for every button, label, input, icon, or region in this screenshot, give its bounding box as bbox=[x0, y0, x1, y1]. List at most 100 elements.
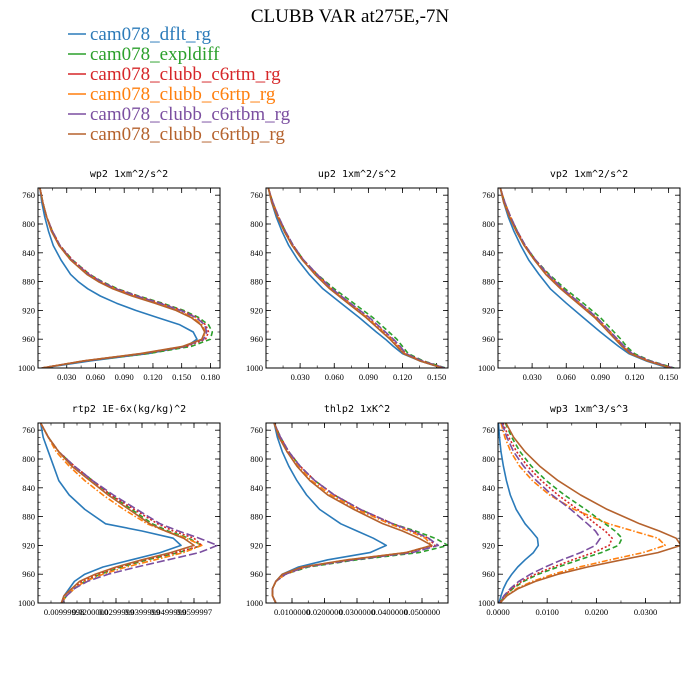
series-line-cam078_dflt_rg bbox=[39, 188, 198, 368]
y-tick-label: 760 bbox=[482, 190, 495, 200]
x-tick-label: 0.0000 bbox=[486, 607, 509, 617]
y-tick-label: 880 bbox=[250, 512, 263, 522]
x-tick-label: 0.150 bbox=[172, 372, 191, 382]
x-tick-label: 0.090 bbox=[359, 372, 378, 382]
y-tick-label: 760 bbox=[22, 190, 35, 200]
legend-label: cam078_expldiff bbox=[90, 44, 220, 65]
panel-title: wp2 1xm^2/s^2 bbox=[90, 169, 168, 180]
x-tick-label: 0.0299999 bbox=[98, 607, 134, 617]
x-tick-label: 0.120 bbox=[625, 372, 644, 382]
series-line-cam078_expldiff bbox=[39, 423, 203, 603]
series-line-cam078_dflt_rg bbox=[39, 423, 182, 603]
series-line-cam078_clubb_c6rtbm_rg bbox=[39, 188, 208, 368]
panel-grid: wp2 1xm^2/s^2 760 800 840 880 920 960 1000 0.030… bbox=[18, 169, 681, 617]
series-line-cam078_clubb_c6rtm_rg bbox=[499, 188, 674, 368]
series-line-cam078_expldiff bbox=[498, 423, 623, 603]
y-tick-label: 1000 bbox=[246, 598, 263, 608]
y-tick-label: 840 bbox=[22, 483, 35, 493]
panel-title: up2 1xm^2/s^2 bbox=[318, 169, 396, 180]
y-tick-label: 1000 bbox=[478, 598, 495, 608]
panel-title: thlp2 1xK^2 bbox=[324, 404, 390, 415]
x-tick-label: 0.0399999 bbox=[124, 607, 160, 617]
y-tick-label: 840 bbox=[22, 248, 35, 258]
x-tick-label: 0.0599997 bbox=[176, 607, 212, 617]
x-tick-label: 0.090 bbox=[591, 372, 610, 382]
x-tick-label: 0.150 bbox=[427, 372, 446, 382]
series-line-cam078_clubb_c6rtbm_rg bbox=[271, 423, 440, 603]
series-line-cam078_dflt_rg bbox=[267, 188, 443, 368]
series-line-cam078_expldiff bbox=[499, 188, 675, 368]
legend: cam078_dflt_rgcam078_expldiffcam078_club… bbox=[68, 24, 291, 145]
series-line-cam078_expldiff bbox=[267, 188, 446, 368]
y-tick-label: 1000 bbox=[246, 363, 263, 373]
y-tick-label: 760 bbox=[482, 425, 495, 435]
series-line-cam078_clubb_c6rtm_rg bbox=[271, 423, 436, 603]
x-tick-label: 0.00999998 bbox=[44, 607, 84, 617]
x-tick-label: 0.0200000 bbox=[72, 607, 108, 617]
y-tick-label: 920 bbox=[482, 540, 495, 550]
y-tick-label: 880 bbox=[22, 277, 35, 287]
panel-title: vp2 1xm^2/s^2 bbox=[550, 169, 628, 180]
y-tick-label: 760 bbox=[250, 425, 263, 435]
y-tick-label: 800 bbox=[22, 219, 35, 229]
panel-frame bbox=[497, 422, 681, 604]
series-line-cam078_clubb_c6rtp_rg bbox=[39, 188, 207, 368]
y-tick-label: 920 bbox=[482, 305, 495, 315]
panel-frame bbox=[37, 422, 221, 604]
y-tick-label: 880 bbox=[250, 277, 263, 287]
series-line-cam078_clubb_c6rtp_rg bbox=[499, 188, 673, 368]
y-tick-label: 840 bbox=[250, 483, 263, 493]
x-tick-label: 0.0200000 bbox=[306, 607, 342, 617]
x-tick-label: 0.0500000 bbox=[404, 607, 440, 617]
y-tick-label: 840 bbox=[482, 248, 495, 258]
y-tick-label: 800 bbox=[482, 219, 495, 229]
x-tick-label: 0.030 bbox=[57, 372, 76, 382]
y-tick-label: 800 bbox=[482, 454, 495, 464]
x-tick-label: 0.0100000 bbox=[274, 607, 310, 617]
legend-label: cam078_clubb_c6rtm_rg bbox=[90, 64, 281, 85]
x-tick-label: 0.030 bbox=[523, 372, 542, 382]
panel: wp3 1xm^3/s^3 760 800 840 880 920 960 10000.000… bbox=[478, 404, 681, 617]
panel-frame bbox=[37, 187, 221, 369]
panel: up2 1xm^2/s^2 760 800 840 880 920 960 1000 0.030… bbox=[246, 169, 449, 382]
x-tick-label: 0.0499999 bbox=[150, 607, 186, 617]
y-tick-label: 760 bbox=[22, 425, 35, 435]
series-line-cam078_clubb_c6rtbp_rg bbox=[39, 423, 195, 603]
series-line-cam078_expldiff bbox=[39, 188, 214, 368]
x-tick-label: 0.060 bbox=[325, 372, 344, 382]
y-tick-label: 760 bbox=[250, 190, 263, 200]
y-tick-label: 920 bbox=[250, 305, 263, 315]
series-line-cam078_clubb_c6rtp_rg bbox=[271, 423, 433, 603]
series-line-cam078_clubb_c6rtm_rg bbox=[39, 188, 210, 368]
y-tick-label: 960 bbox=[250, 569, 263, 579]
y-tick-label: 880 bbox=[482, 277, 495, 287]
y-tick-label: 920 bbox=[22, 305, 35, 315]
y-tick-label: 920 bbox=[250, 540, 263, 550]
series-line-cam078_clubb_c6rtbp_rg bbox=[267, 188, 443, 368]
y-tick-label: 840 bbox=[250, 248, 263, 258]
series-line-cam078_dflt_rg bbox=[499, 188, 669, 368]
panel: thlp2 1xK^2 760 800 840 880 920 960 1000 0.01000… bbox=[246, 404, 449, 617]
series-line-cam078_clubb_c6rtbm_rg bbox=[39, 423, 219, 603]
panel: rtp2 1E-6x(kg/kg)^2 760 800 840 880 920 960 100… bbox=[18, 404, 221, 617]
y-tick-label: 880 bbox=[22, 512, 35, 522]
x-tick-label: 0.0200 bbox=[585, 607, 608, 617]
x-tick-label: 0.120 bbox=[393, 372, 412, 382]
x-tick-label: 0.0400000 bbox=[371, 607, 407, 617]
x-tick-label: 0.090 bbox=[115, 372, 134, 382]
legend-label: cam078_clubb_c6rtbm_rg bbox=[90, 104, 291, 125]
panel-frame bbox=[265, 422, 449, 604]
y-tick-label: 800 bbox=[22, 454, 35, 464]
series-line-cam078_clubb_c6rtp_rg bbox=[267, 188, 444, 368]
panel: vp2 1xm^2/s^2 760 800 840 880 920 960 1000 0.030… bbox=[478, 169, 681, 382]
y-tick-label: 920 bbox=[22, 540, 35, 550]
series-line-cam078_clubb_c6rtbp_rg bbox=[499, 423, 680, 603]
panel-frame bbox=[265, 187, 449, 369]
panel-frame bbox=[497, 187, 681, 369]
panel-title: rtp2 1E-6x(kg/kg)^2 bbox=[72, 404, 186, 415]
figure-title: CLUBB VAR at275E,-7N bbox=[251, 6, 450, 27]
series-line-cam078_clubb_c6rtbm_rg bbox=[267, 188, 445, 368]
series-line-cam078_clubb_c6rtm_rg bbox=[498, 423, 613, 603]
x-tick-label: 0.150 bbox=[659, 372, 678, 382]
